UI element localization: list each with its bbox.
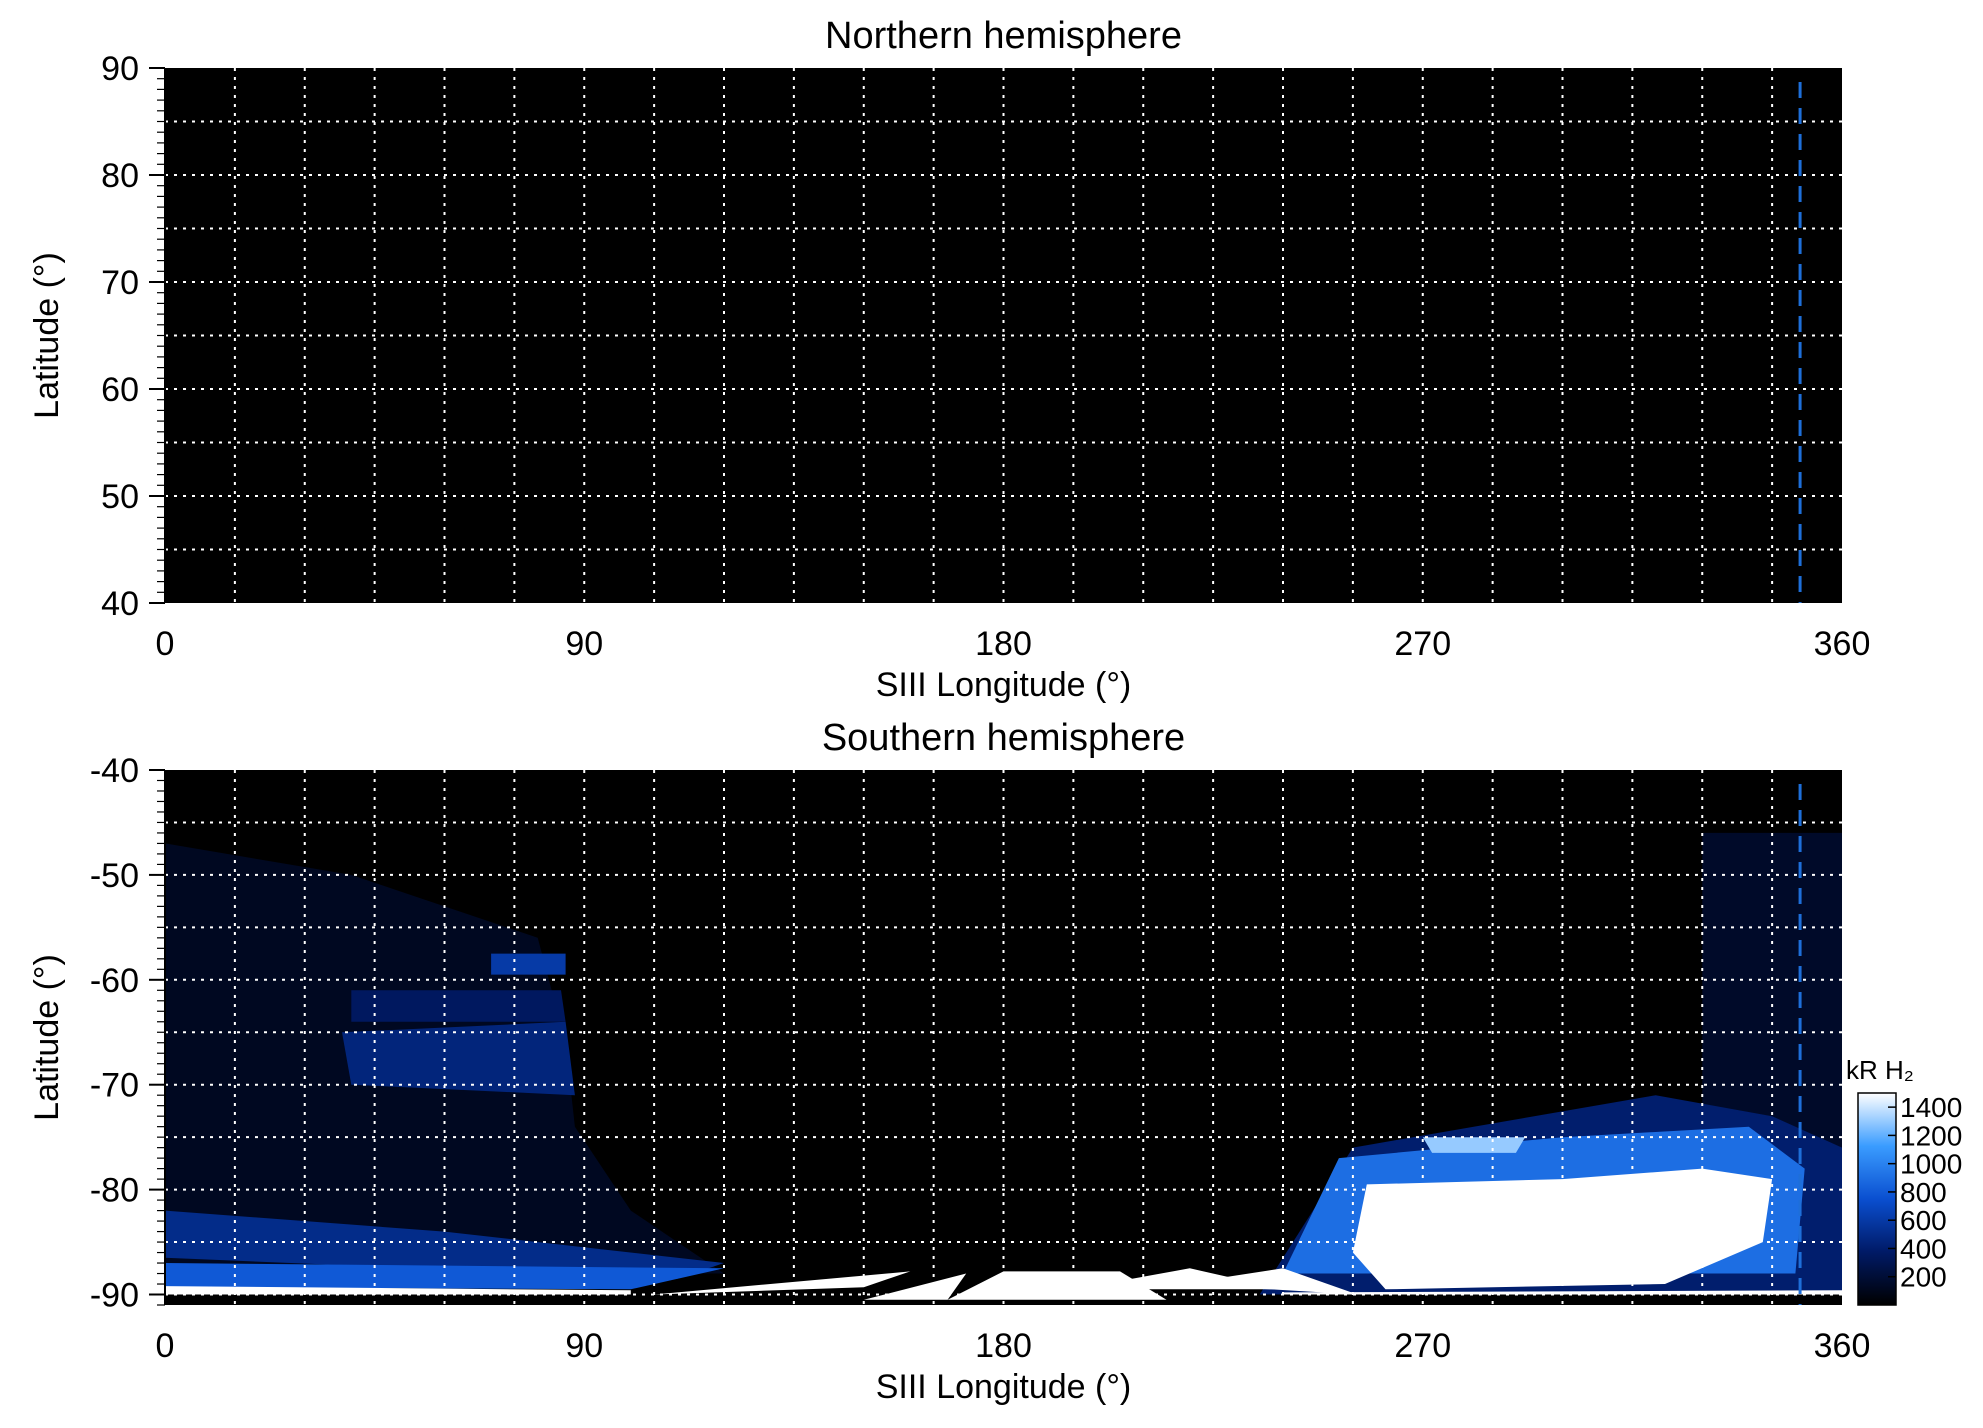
northern-hemisphere-panel: 40 50 60 70 80 90 0 90 180 270 360 Northern hemisph…	[28, 15, 1870, 704]
colorbar-tick-label: 400	[1900, 1233, 1947, 1264]
emission-spot-68-halo	[342, 1021, 575, 1096]
emission-south-east-streak	[1422, 1137, 1526, 1153]
y-tick-label: -50	[90, 857, 139, 895]
x-tick-label: 270	[1394, 1327, 1451, 1365]
x-tick-label: 90	[565, 1327, 603, 1365]
emission-spike-3	[947, 1271, 1167, 1300]
colorbar-tick-label: 200	[1900, 1262, 1947, 1293]
emission-spike-1	[654, 1271, 911, 1295]
panel-title: Northern hemisphere	[825, 15, 1182, 57]
colorbar-tick-label: 800	[1900, 1177, 1947, 1208]
y-tick-label: -40	[90, 752, 139, 790]
colorbar-tick-label: 1400	[1900, 1092, 1962, 1123]
y-tick-label: 40	[101, 585, 139, 623]
panel-title: Southern hemisphere	[822, 717, 1185, 759]
x-tick-label: 90	[565, 625, 603, 663]
x-tick-label: 180	[975, 625, 1032, 663]
y-tick-label: 70	[101, 264, 139, 302]
colorbar-scale	[1857, 1092, 1897, 1306]
colorbar-label: kR H₂	[1846, 1055, 1914, 1085]
colorbar-tick-label: 1200	[1900, 1120, 1962, 1151]
y-axis-label: Latitude (°)	[28, 954, 66, 1121]
x-axis-label: SIII Longitude (°)	[876, 1368, 1132, 1406]
y-tick-label: 60	[101, 371, 139, 409]
y-tick-label: 90	[101, 50, 139, 88]
x-tick-label: 360	[1814, 1327, 1871, 1365]
emission-spike-5	[1180, 1268, 1358, 1295]
x-tick-label: 270	[1394, 625, 1451, 663]
x-tick-label: 0	[156, 625, 175, 663]
emission-west-wisps	[351, 990, 566, 1022]
x-tick-label: 180	[975, 1327, 1032, 1365]
y-axis-label: Latitude (°)	[28, 252, 66, 419]
y-tick-label: -80	[90, 1172, 139, 1210]
x-axis-label: SIII Longitude (°)	[876, 666, 1132, 704]
emission-spike-2	[863, 1273, 967, 1300]
y-tick-label: -60	[90, 962, 139, 1000]
colorbar-tick-label: 1000	[1900, 1149, 1962, 1180]
colorbar-tick-label: 600	[1900, 1205, 1947, 1236]
x-tick-label: 0	[156, 1327, 175, 1365]
southern-hemisphere-panel: -40 -50 -60 -70 -80 -90 0 90 180 270 360 Southern h…	[28, 717, 1870, 1406]
x-tick-label: 360	[1814, 625, 1871, 663]
emission-south-east-core	[1352, 1168, 1773, 1290]
emission-spot-58-halo	[491, 953, 566, 975]
y-tick-label: 50	[101, 478, 139, 516]
y-tick-label: -90	[90, 1277, 139, 1315]
y-tick-label: -70	[90, 1067, 139, 1105]
y-tick-label: 80	[101, 157, 139, 195]
emission-band-west-1	[165, 1210, 724, 1279]
